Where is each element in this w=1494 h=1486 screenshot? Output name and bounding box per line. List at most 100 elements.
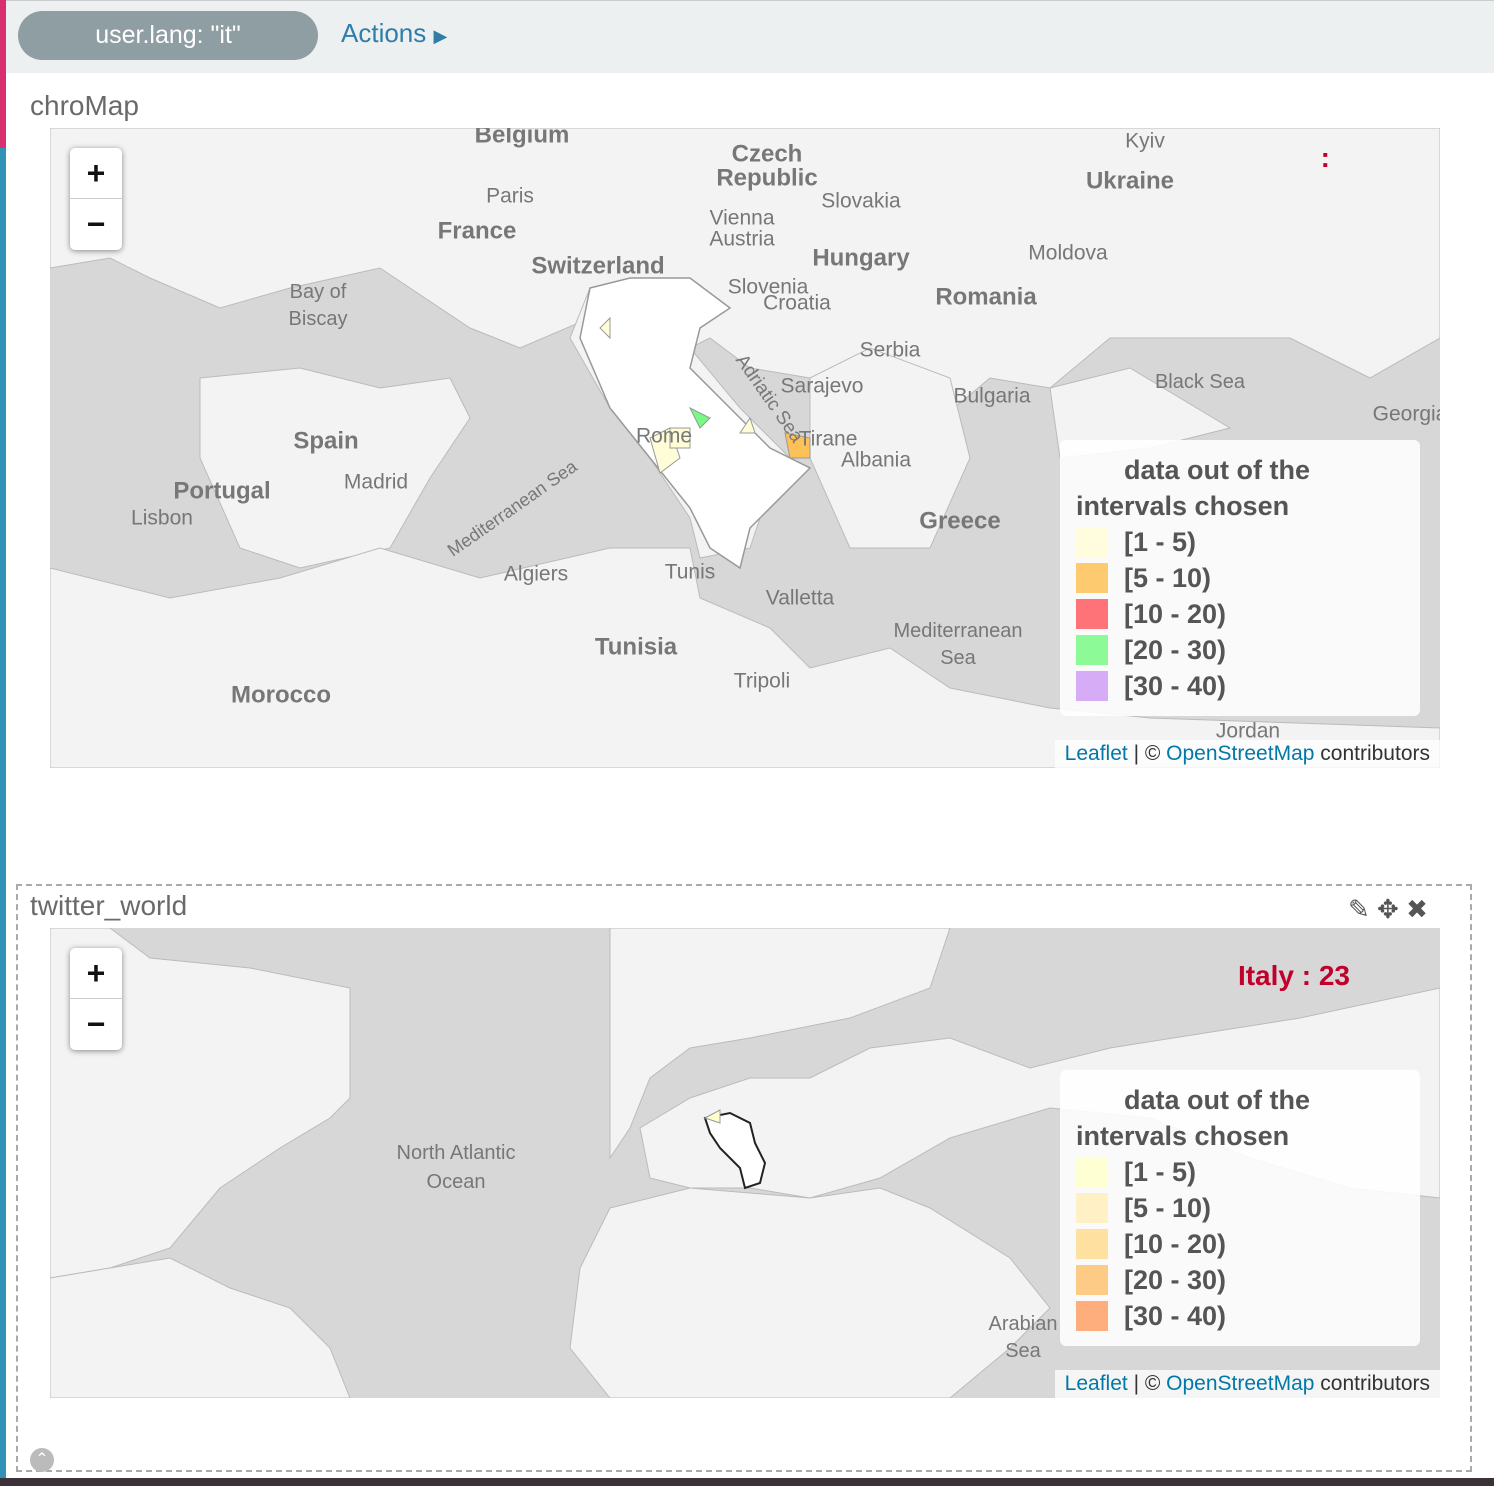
legend-item: [1 - 5) <box>1076 524 1404 560</box>
legend-item: [5 - 10) <box>1076 1190 1404 1226</box>
legend-swatch <box>1076 1265 1108 1295</box>
legend: data out of the intervals chosen [1 - 5) [… <box>1060 1070 1420 1346</box>
map-label: Slovenia <box>728 275 809 298</box>
map-label: Sea <box>940 647 976 669</box>
region <box>784 432 811 459</box>
legend-item: [10 - 20) <box>1076 1226 1404 1262</box>
map-label: Sarajevo <box>781 374 864 397</box>
panel-title: chroMap <box>30 90 139 121</box>
stripe <box>0 0 6 148</box>
zoom-control: + − <box>70 948 122 1050</box>
legend-item: [20 - 30) <box>1076 632 1404 668</box>
legend-item: [1 - 5) <box>1076 1154 1404 1190</box>
legend-label: [5 - 10) <box>1124 1192 1212 1223</box>
map-label: Ocean <box>427 1171 486 1193</box>
actions-link[interactable]: Actions ▶ <box>341 18 447 49</box>
map-label: Portugal <box>173 477 270 504</box>
legend-title: data out of the intervals chosen <box>1076 1085 1310 1151</box>
legend-swatch <box>1076 527 1108 557</box>
edit-icon[interactable]: ✎ <box>1348 894 1370 924</box>
map: North Atlantic Ocean Arabian Sea + − data out … <box>50 928 1440 1398</box>
legend: data out of the intervals chosen [1 - 5) [… <box>1060 440 1420 716</box>
legend-label: [10 - 20) <box>1124 598 1227 629</box>
map-label: Belgium <box>475 128 570 148</box>
leaflet-link[interactable]: Leaflet <box>1064 742 1128 765</box>
legend-title: data out of the intervals chosen <box>1076 455 1310 521</box>
caret: ▶ <box>433 26 448 46</box>
region <box>703 1109 721 1124</box>
map-label: Spain <box>293 427 358 454</box>
map-label: France <box>438 217 517 244</box>
land <box>50 128 1440 459</box>
attribution: Leaflet | © OpenStreetMap contributors <box>1054 1370 1440 1398</box>
legend-label: [20 - 30) <box>1124 634 1227 665</box>
close-icon[interactable]: ✖ <box>1406 894 1428 924</box>
bottom-edge <box>0 1478 1494 1486</box>
collapse-icon[interactable]: ⌃ <box>30 1448 54 1472</box>
map-label: Paris <box>486 184 534 207</box>
map-label: Moldova <box>1028 241 1108 264</box>
zoom-out[interactable]: − <box>86 1006 106 1042</box>
zoom-in[interactable]: + <box>70 148 122 199</box>
region <box>599 316 611 340</box>
map-label: Hungary <box>812 244 910 271</box>
info-box: : <box>1320 142 1330 173</box>
legend-item: [30 - 40) <box>1076 1298 1404 1334</box>
italy <box>579 277 812 570</box>
map-label: Albania <box>841 448 911 471</box>
map-label: Austria <box>709 227 775 250</box>
attribution-suffix: contributors <box>1320 742 1430 765</box>
osm-link[interactable]: OpenStreetMap <box>1166 742 1315 765</box>
legend-item: [20 - 30) <box>1076 1262 1404 1298</box>
map-label: Mediterranean <box>894 620 1023 642</box>
actions-text[interactable]: Actions <box>341 18 427 48</box>
legend-swatch <box>1076 671 1108 701</box>
attribution: Leaflet | © OpenStreetMap contributors <box>1054 740 1440 768</box>
map-label: Georgia <box>1373 402 1440 425</box>
map-label: Madrid <box>344 470 408 493</box>
info-box: Italy : 23 <box>1237 960 1350 991</box>
filter-pill[interactable]: user.lang: "it" <box>18 11 318 60</box>
map-label: Greece <box>919 507 1000 534</box>
map-label: Kyiv <box>1125 129 1165 152</box>
osm-link[interactable]: OpenStreetMap <box>1166 1372 1315 1395</box>
legend-swatch <box>1076 635 1108 665</box>
map-label: Sea <box>1005 1340 1041 1362</box>
legend-label: [1 - 5) <box>1124 526 1197 557</box>
legend-item: [5 - 10) <box>1076 560 1404 596</box>
map-label: Black Sea <box>1155 371 1246 393</box>
map-label: Tirane <box>799 427 858 450</box>
attribution-suffix: contributors <box>1320 1372 1430 1395</box>
attribution-separator: | © <box>1133 742 1161 765</box>
map-label: Arabian <box>989 1313 1058 1335</box>
panel-title: twitter_world <box>30 890 188 921</box>
map-label: Tunisia <box>595 633 678 660</box>
leaflet-link[interactable]: Leaflet <box>1064 1372 1128 1395</box>
zoom-out[interactable]: − <box>86 206 106 242</box>
map-label: Bulgaria <box>953 384 1030 407</box>
map-label: Jordan <box>1216 719 1280 742</box>
map-label: North Atlantic <box>397 1142 516 1164</box>
zoom-in[interactable]: + <box>70 948 122 999</box>
map-label: Biscay <box>289 308 348 330</box>
land <box>809 347 971 549</box>
panel-icons: ✎ ✥ ✖ <box>1348 894 1428 925</box>
map-label: Lisbon <box>131 506 193 529</box>
legend-swatch <box>1076 599 1108 629</box>
land <box>1049 367 1232 459</box>
map-label: Slovakia <box>821 189 901 212</box>
land <box>569 1187 1051 1398</box>
map-label: Switzerland <box>531 252 664 279</box>
map-label: Romania <box>935 283 1037 310</box>
legend-label: [1 - 5) <box>1124 1156 1197 1187</box>
map: Belgium Czech Republic Kyiv Ukraine Paris Slov… <box>50 128 1440 768</box>
legend-item: [10 - 20) <box>1076 596 1404 632</box>
map-label: Bay of <box>290 281 347 303</box>
legend-swatch <box>1076 1193 1108 1223</box>
map-label: Serbia <box>860 338 921 361</box>
legend-swatch <box>1076 1229 1108 1259</box>
map-label: Ukraine <box>1086 167 1174 194</box>
move-icon[interactable]: ✥ <box>1377 894 1399 924</box>
